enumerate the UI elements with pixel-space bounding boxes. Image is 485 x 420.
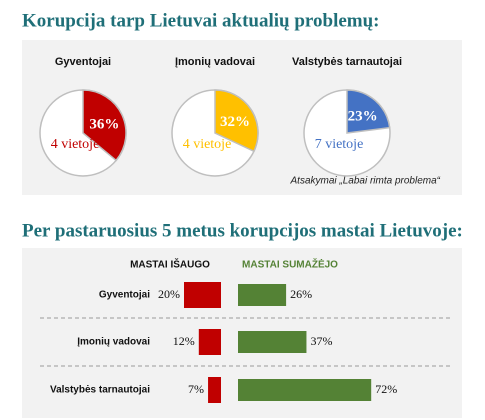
bar xyxy=(238,331,307,353)
value-label: 72% xyxy=(375,382,397,396)
section-title: Per pastaruosius 5 metus korupcijos mast… xyxy=(22,220,463,241)
section-title: Korupcija tarp Lietuvai aktualių problem… xyxy=(22,10,380,31)
pie-annotation: 7 vietoje xyxy=(315,137,364,152)
value-label: 23% xyxy=(348,109,378,125)
pie-title: Gyventojai xyxy=(55,56,111,68)
value-label: 26% xyxy=(290,287,312,301)
pie-slice xyxy=(82,89,127,162)
value-label: 12% xyxy=(173,334,195,348)
value-label: 32% xyxy=(220,114,250,130)
bar xyxy=(238,379,372,401)
pie-slice xyxy=(346,89,391,134)
pie-title: Įmonių vadovai xyxy=(175,56,255,68)
legend-label: MASTAI SUMAŽĖJO xyxy=(242,258,338,271)
category-label: Gyventojai xyxy=(99,290,150,301)
value-label: 36% xyxy=(89,116,119,132)
pie-title: Valstybės tarnautojai xyxy=(292,56,402,68)
value-label: 20% xyxy=(158,287,180,301)
pie-annotation: 4 vietoje xyxy=(51,137,100,152)
bar xyxy=(208,377,221,403)
bar xyxy=(238,284,287,306)
bar xyxy=(184,282,221,308)
bar xyxy=(198,329,221,355)
legend-label: MASTAI IŠAUGO xyxy=(130,258,210,271)
value-label: 7% xyxy=(188,382,204,396)
note: Atsakymai „Labai rimta problema“ xyxy=(290,176,441,187)
pie-slice xyxy=(214,89,259,153)
category-label: Įmonių vadovai xyxy=(77,337,150,348)
pie-annotation: 4 vietoje xyxy=(183,137,232,152)
category-label: Valstybės tarnautojai xyxy=(50,385,150,396)
value-label: 37% xyxy=(310,334,332,348)
